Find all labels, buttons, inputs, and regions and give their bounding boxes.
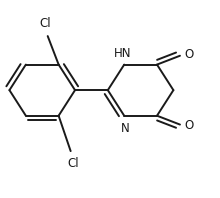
Text: Cl: Cl (67, 157, 79, 170)
Text: Cl: Cl (40, 17, 51, 30)
Text: O: O (185, 119, 194, 132)
Text: N: N (121, 122, 130, 135)
Text: O: O (185, 48, 194, 61)
Text: HN: HN (114, 47, 132, 60)
